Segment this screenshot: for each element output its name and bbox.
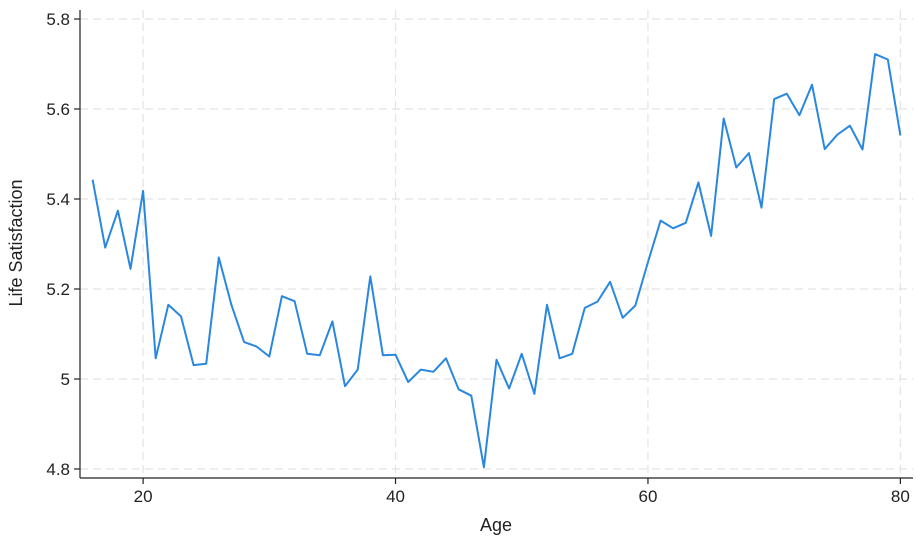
y-tick-label: 5.6 [46,100,70,119]
y-tick-label: 5.2 [46,280,70,299]
data-point [268,356,270,358]
data-point [395,354,397,356]
data-point [218,257,220,259]
y-tick-label: 5.4 [46,190,70,209]
y-axis-title: Life Satisfaction [6,179,26,306]
data-point [685,222,687,224]
data-point [155,357,157,359]
data-point [294,300,296,302]
x-tick-label: 40 [386,487,405,506]
data-point [874,53,876,55]
data-point [420,369,422,371]
data-point [508,387,510,389]
data-point [836,134,838,136]
series-line [91,53,902,469]
data-point [357,369,359,371]
data-point [887,59,889,61]
data-point [761,207,763,209]
data-point [533,393,535,395]
data-point [256,346,258,348]
y-tick-label: 5 [61,370,70,389]
data-point [445,357,447,359]
data-point [117,210,119,212]
data-point [319,354,321,356]
data-points [92,53,902,468]
data-point [609,281,611,283]
data-point [748,152,750,154]
data-point [798,114,800,116]
data-point [458,388,460,390]
data-point [811,84,813,86]
x-tick-label: 60 [638,487,657,506]
data-point [142,190,144,192]
data-point [470,395,472,397]
data-point [660,220,662,222]
data-point [824,148,826,150]
data-point [647,261,649,263]
data-point [432,371,434,373]
data-point [634,305,636,307]
data-point [596,301,598,303]
data-point [344,385,346,387]
data-point [862,149,864,151]
data-point [773,98,775,100]
data-point [899,135,901,137]
data-point [193,364,195,366]
data-point [672,227,674,229]
data-point [546,304,548,306]
y-tick-label: 5.8 [46,10,70,29]
data-point [104,247,106,249]
data-point [849,125,851,127]
data-point [205,363,207,365]
data-point [723,117,725,119]
data-point [129,268,131,270]
series-life-satisfaction [91,53,902,469]
gridlines [80,10,913,478]
data-point [407,381,409,383]
data-point [710,235,712,237]
data-point [92,179,94,181]
x-axis-ticks: 20 40 60 80 [134,478,910,506]
data-point [167,304,169,306]
data-point [331,320,333,322]
data-point [369,275,371,277]
data-point [306,353,308,355]
data-point [243,341,245,343]
x-tick-label: 20 [134,487,153,506]
data-point [559,357,561,359]
data-point [382,354,384,356]
x-axis-title: Age [480,515,512,535]
data-point [786,93,788,95]
data-point [496,359,498,361]
data-point [521,353,523,355]
data-point [735,167,737,169]
data-point [584,307,586,309]
y-axis-ticks: 4.8 5 5.2 5.4 5.6 5.8 [46,10,80,479]
data-point [281,295,283,297]
data-point [571,353,573,355]
y-tick-label: 4.8 [46,460,70,479]
data-point [697,181,699,183]
data-point [483,466,485,468]
data-point [622,317,624,319]
data-point [230,304,232,306]
x-tick-label: 80 [891,487,910,506]
data-point [180,315,182,317]
